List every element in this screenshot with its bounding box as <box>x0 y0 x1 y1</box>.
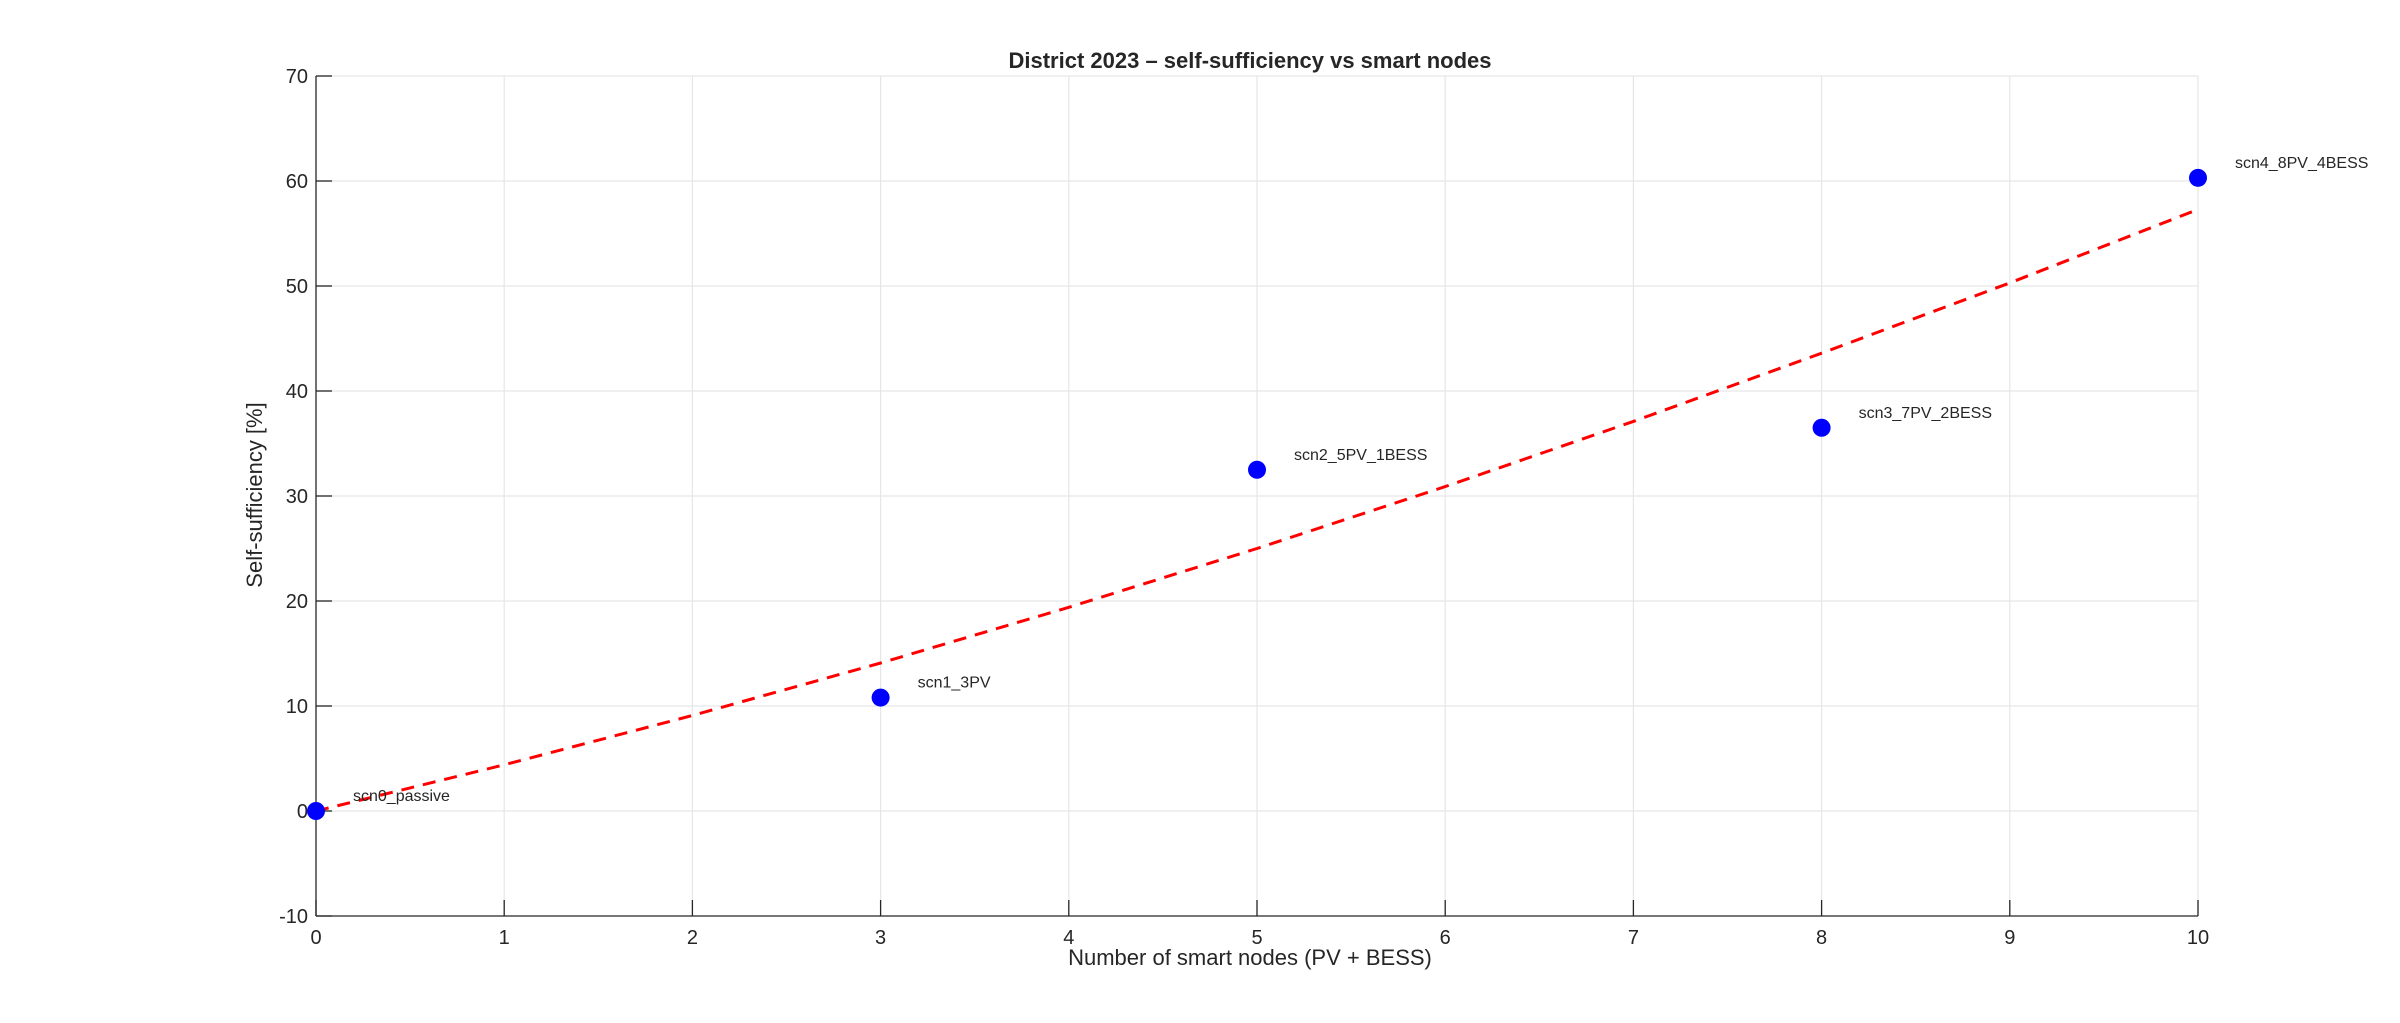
x-tick-label: 6 <box>1440 927 1451 949</box>
point-label: scn0_passive <box>353 788 450 805</box>
y-tick-label: 0 <box>297 801 308 823</box>
x-tick-label: 2 <box>687 927 698 949</box>
y-tick-label: 30 <box>286 486 308 508</box>
points <box>307 168 2207 820</box>
point-label: scn2_5PV_1BESS <box>1294 447 1427 464</box>
x-axis-label: Number of smart nodes (PV + BESS) <box>1068 945 1432 970</box>
y-tick-label: 20 <box>286 591 308 613</box>
chart-title: District 2023 – self-sufficiency vs smar… <box>1009 48 1492 73</box>
trend-line <box>315 208 2199 813</box>
y-tick-label: 50 <box>286 276 308 298</box>
trend <box>315 208 2199 813</box>
point-labels: scn0_passive scn1_3PV scn2_5PV_1BESS scn3_7… <box>353 155 2368 805</box>
y-axis-label: Self-sufficiency [%] <box>242 402 267 587</box>
x-tick-label: 5 <box>1251 927 1262 949</box>
x-tick-label: 1 <box>499 927 510 949</box>
y-tick-label: 60 <box>286 171 308 193</box>
data-point <box>1812 418 1831 437</box>
grid <box>316 75 2199 916</box>
x-tick-label: 9 <box>2004 927 2015 949</box>
data-point <box>307 802 325 820</box>
data-point <box>1248 460 1266 479</box>
y-tick-label: 40 <box>286 381 308 403</box>
y-tick-label: 10 <box>286 696 308 718</box>
x-tick-label: 8 <box>1816 927 1827 949</box>
y-tick-label: -10 <box>279 906 308 928</box>
data-point <box>871 688 890 707</box>
x-tick-label: 10 <box>2187 927 2209 949</box>
point-label: scn3_7PV_2BESS <box>1859 405 1992 422</box>
x-tick-label: 7 <box>1628 927 1639 949</box>
point-label: scn4_8PV_4BESS <box>2235 155 2368 172</box>
y-tick-label: 70 <box>286 66 308 88</box>
x-tick-label: 4 <box>1063 927 1074 949</box>
x-tick-label: 3 <box>875 927 886 949</box>
point-label: scn1_3PV <box>918 675 991 692</box>
x-tick-label: 0 <box>310 927 321 949</box>
data-point <box>2189 168 2207 187</box>
